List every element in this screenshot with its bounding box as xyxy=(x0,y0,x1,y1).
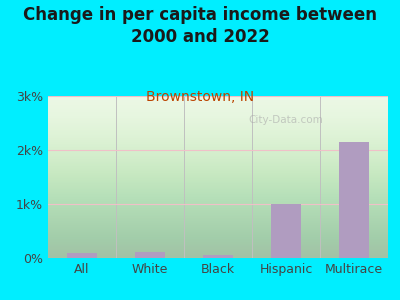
Text: Brownstown, IN: Brownstown, IN xyxy=(146,90,254,104)
Bar xyxy=(135,252,165,258)
Text: Change in per capita income between
2000 and 2022: Change in per capita income between 2000… xyxy=(23,6,377,46)
Bar xyxy=(271,204,301,258)
Text: City-Data.com: City-Data.com xyxy=(249,115,323,125)
Bar xyxy=(203,255,233,258)
Bar xyxy=(67,253,97,258)
Bar xyxy=(339,142,369,258)
